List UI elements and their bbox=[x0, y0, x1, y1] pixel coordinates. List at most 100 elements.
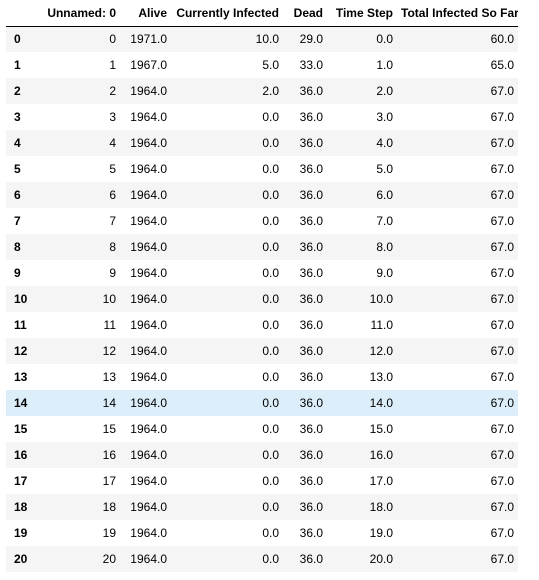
row-index: 18 bbox=[14, 500, 28, 514]
cell-dead: 36.0 bbox=[299, 552, 323, 566]
table-row: 10 10 1964.0 0.0 36.0 10.0 67.0 bbox=[6, 286, 518, 312]
row-index: 3 bbox=[14, 110, 21, 124]
table-row: 4 4 1964.0 0.0 36.0 4.0 67.0 bbox=[6, 130, 518, 156]
cell-dead: 36.0 bbox=[299, 500, 323, 514]
cell-alive: 1971.0 bbox=[130, 32, 167, 47]
cell-dead: 36.0 bbox=[299, 188, 323, 202]
table-row: 12 12 1964.0 0.0 36.0 12.0 67.0 bbox=[6, 338, 518, 364]
cell-currently-infected: 0.0 bbox=[262, 500, 279, 514]
cell-total-infected: 67.0 bbox=[490, 422, 514, 436]
cell-total-infected: 67.0 bbox=[490, 162, 514, 176]
cell-currently-infected: 0.0 bbox=[262, 136, 279, 150]
cell-currently-infected: 0.0 bbox=[262, 318, 279, 332]
row-index: 17 bbox=[14, 474, 28, 488]
cell-total-infected: 67.0 bbox=[490, 448, 514, 462]
cell-currently-infected: 0.0 bbox=[262, 370, 279, 384]
cell-alive: 1964.0 bbox=[130, 344, 167, 358]
cell-currently-infected: 0.0 bbox=[262, 552, 279, 566]
cell-alive: 1964.0 bbox=[130, 188, 167, 202]
table-row: 6 6 1964.0 0.0 36.0 6.0 67.0 bbox=[6, 182, 518, 208]
cell-total-infected: 67.0 bbox=[490, 84, 514, 98]
column-header-dead: Dead bbox=[283, 0, 327, 27]
cell-dead: 36.0 bbox=[299, 422, 323, 436]
cell-unnamed: 19 bbox=[102, 526, 116, 540]
header-row: Unnamed: 0 Alive Currently Infected Dead… bbox=[6, 0, 518, 27]
cell-unnamed: 4 bbox=[109, 136, 116, 150]
cell-alive: 1964.0 bbox=[130, 84, 167, 98]
cell-alive: 1964.0 bbox=[130, 500, 167, 514]
cell-currently-infected: 0.0 bbox=[262, 344, 279, 358]
cell-dead: 33.0 bbox=[299, 58, 323, 72]
cell-currently-infected: 0.0 bbox=[262, 188, 279, 202]
cell-alive: 1964.0 bbox=[130, 474, 167, 488]
cell-time-step: 1.0 bbox=[376, 58, 393, 72]
cell-unnamed: 7 bbox=[109, 214, 116, 228]
cell-unnamed: 14 bbox=[102, 396, 116, 410]
cell-time-step: 16.0 bbox=[369, 448, 393, 462]
cell-time-step: 12.0 bbox=[369, 344, 393, 358]
cell-total-infected: 67.0 bbox=[490, 188, 514, 202]
cell-currently-infected: 2.0 bbox=[262, 84, 279, 98]
cell-unnamed: 15 bbox=[102, 422, 116, 436]
row-index: 13 bbox=[14, 370, 28, 384]
dataframe-table: Unnamed: 0 Alive Currently Infected Dead… bbox=[6, 0, 518, 572]
cell-currently-infected: 0.0 bbox=[262, 266, 279, 280]
cell-dead: 36.0 bbox=[299, 370, 323, 384]
cell-total-infected: 67.0 bbox=[490, 318, 514, 332]
cell-total-infected: 67.0 bbox=[490, 214, 514, 228]
cell-unnamed: 2 bbox=[109, 84, 116, 98]
cell-total-infected: 67.0 bbox=[490, 500, 514, 514]
table-row: 1 1 1967.0 5.0 33.0 1.0 65.0 bbox=[6, 52, 518, 78]
cell-time-step: 14.0 bbox=[369, 396, 393, 410]
column-header-index bbox=[6, 0, 40, 27]
row-index: 16 bbox=[14, 448, 28, 462]
cell-currently-infected: 0.0 bbox=[262, 422, 279, 436]
cell-time-step: 5.0 bbox=[376, 162, 393, 176]
cell-time-step: 0.0 bbox=[376, 32, 393, 47]
table-row: 9 9 1964.0 0.0 36.0 9.0 67.0 bbox=[6, 260, 518, 286]
table-row: 11 11 1964.0 0.0 36.0 11.0 67.0 bbox=[6, 312, 518, 338]
cell-total-infected: 67.0 bbox=[490, 344, 514, 358]
dataframe-output: Unnamed: 0 Alive Currently Infected Dead… bbox=[6, 0, 518, 572]
cell-total-infected: 60.0 bbox=[490, 32, 514, 47]
cell-currently-infected: 0.0 bbox=[262, 474, 279, 488]
cell-alive: 1964.0 bbox=[130, 292, 167, 306]
cell-total-infected: 67.0 bbox=[490, 292, 514, 306]
table-row: 0 0 1971.0 10.0 29.0 0.0 60.0 bbox=[6, 26, 518, 52]
table-row: 15 15 1964.0 0.0 36.0 15.0 67.0 bbox=[6, 416, 518, 442]
cell-alive: 1964.0 bbox=[130, 526, 167, 540]
cell-time-step: 18.0 bbox=[369, 500, 393, 514]
row-index: 20 bbox=[14, 552, 28, 566]
cell-total-infected: 67.0 bbox=[490, 396, 514, 410]
cell-dead: 29.0 bbox=[299, 32, 323, 47]
cell-total-infected: 67.0 bbox=[490, 370, 514, 384]
column-header-time-step: Time Step bbox=[327, 0, 397, 27]
row-index: 5 bbox=[14, 162, 21, 176]
cell-unnamed: 13 bbox=[102, 370, 116, 384]
cell-alive: 1964.0 bbox=[130, 318, 167, 332]
cell-dead: 36.0 bbox=[299, 474, 323, 488]
table-row: 2 2 1964.0 2.0 36.0 2.0 67.0 bbox=[6, 78, 518, 104]
cell-alive: 1964.0 bbox=[130, 240, 167, 254]
cell-dead: 36.0 bbox=[299, 240, 323, 254]
cell-unnamed: 12 bbox=[102, 344, 116, 358]
table-row: 13 13 1964.0 0.0 36.0 13.0 67.0 bbox=[6, 364, 518, 390]
cell-dead: 36.0 bbox=[299, 396, 323, 410]
cell-time-step: 17.0 bbox=[369, 474, 393, 488]
row-index: 15 bbox=[14, 422, 28, 436]
cell-currently-infected: 0.0 bbox=[262, 292, 279, 306]
cell-alive: 1964.0 bbox=[130, 448, 167, 462]
cell-dead: 36.0 bbox=[299, 136, 323, 150]
cell-time-step: 11.0 bbox=[370, 318, 393, 332]
row-index: 7 bbox=[14, 214, 21, 228]
row-index: 8 bbox=[14, 240, 21, 254]
cell-currently-infected: 0.0 bbox=[262, 526, 279, 540]
table-row: 16 16 1964.0 0.0 36.0 16.0 67.0 bbox=[6, 442, 518, 468]
cell-unnamed: 20 bbox=[102, 552, 116, 566]
cell-currently-infected: 0.0 bbox=[262, 214, 279, 228]
cell-alive: 1964.0 bbox=[130, 396, 167, 410]
cell-currently-infected: 10.0 bbox=[255, 32, 279, 47]
cell-unnamed: 17 bbox=[102, 474, 116, 488]
cell-time-step: 9.0 bbox=[376, 266, 393, 280]
cell-total-infected: 67.0 bbox=[490, 552, 514, 566]
